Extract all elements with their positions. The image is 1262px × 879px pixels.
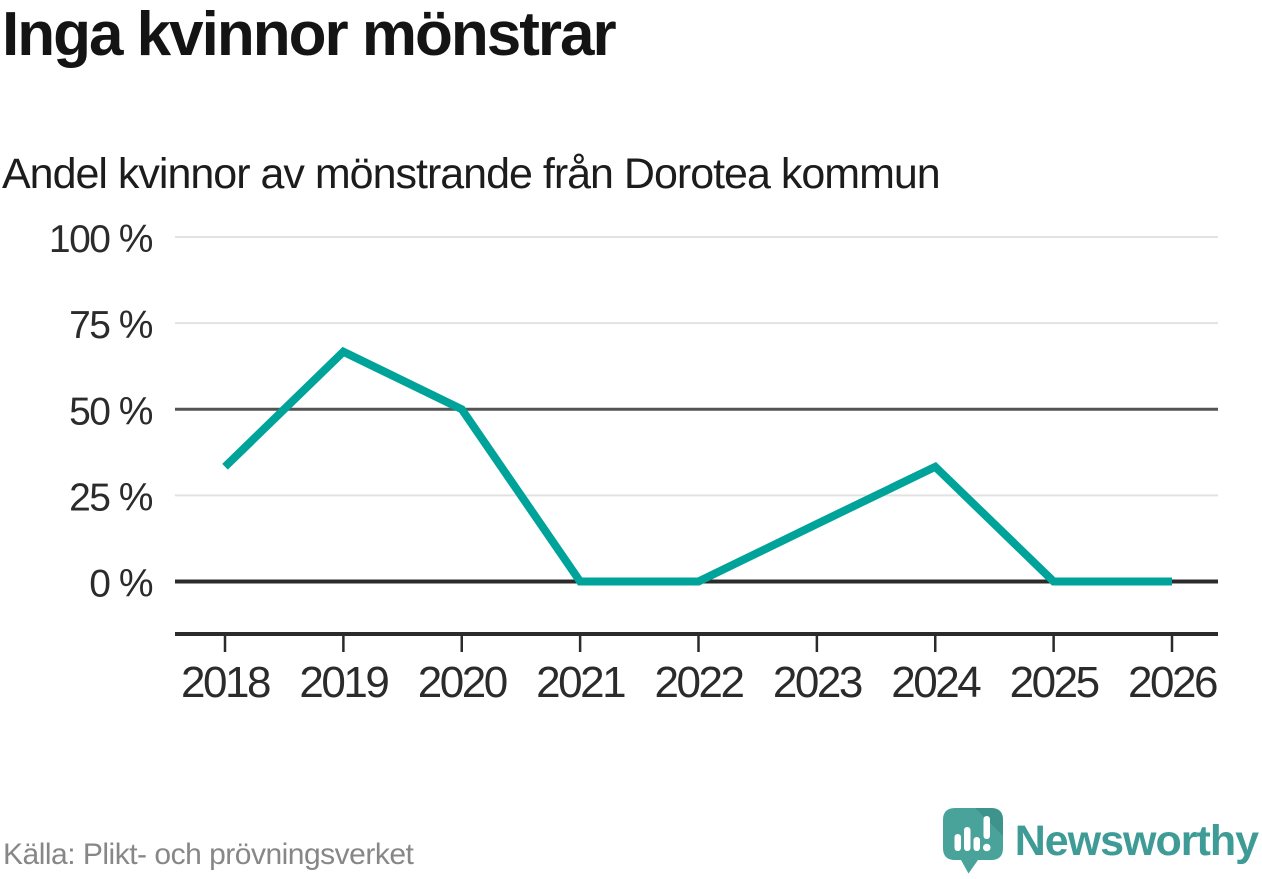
y-axis-label-25: 25 % (69, 476, 153, 519)
x-axis-label-2018: 2018 (181, 658, 270, 707)
x-axis-label-2021: 2021 (536, 658, 625, 707)
x-axis-label-2022: 2022 (655, 658, 744, 707)
x-axis-label-2020: 2020 (418, 658, 507, 707)
source-note: Källa: Plikt- och prövningsverket (3, 838, 414, 871)
chart-title: Inga kvinnor mönstrar (2, 0, 617, 69)
y-axis-label-75: 75 % (69, 304, 153, 347)
y-axis-label-0: 0 % (89, 563, 153, 606)
logo-bars (954, 816, 991, 852)
data-line-Andel kvinnor av mönstrande (222, 346, 1172, 586)
y-axis-label-100: 100 % (49, 218, 153, 261)
x-axis-label-2024: 2024 (891, 658, 981, 707)
newsworthy-brand: Newsworthy (942, 804, 1259, 878)
x-axis-label-2025: 2025 (1010, 658, 1099, 707)
x-axis-label-2019: 2019 (299, 658, 388, 707)
x-axis-label-2026: 2026 (1128, 658, 1217, 707)
line-chart: 0 % 25 % 50 % 75 % 100 % 2018 2019 2020 2021 2022… (49, 218, 1220, 707)
chart-subtitle: Andel kvinnor av mönstrande från Dorotea… (2, 150, 941, 198)
x-axis-label-2023: 2023 (773, 658, 862, 707)
y-axis-label-50: 50 % (69, 390, 153, 433)
brand-name: Newsworthy (1014, 816, 1259, 865)
newsworthy-logo-icon (942, 808, 1003, 874)
